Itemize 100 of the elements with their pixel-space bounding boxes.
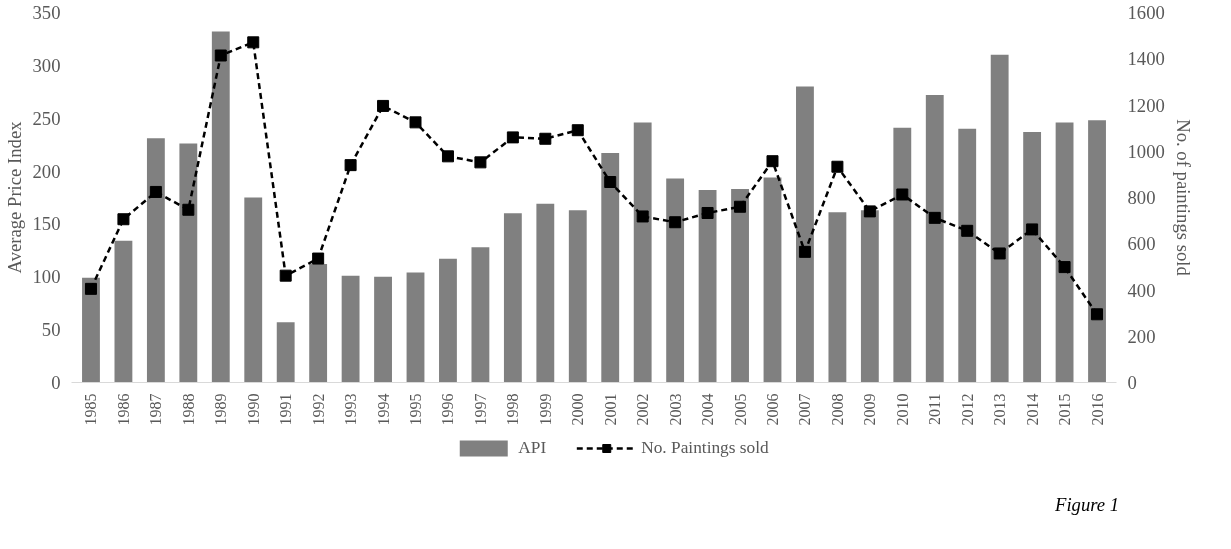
bar [990, 54, 1009, 383]
point [636, 210, 649, 223]
bar [503, 213, 522, 383]
y2-tick-label: 400 [1127, 279, 1156, 301]
point [539, 132, 552, 145]
x-tick-label: 2007 [796, 393, 814, 426]
bar [471, 247, 490, 383]
y2-tick-label: 1400 [1127, 48, 1165, 70]
x-tick-label: 1995 [407, 393, 425, 426]
y2-tick-label: 1200 [1127, 94, 1165, 116]
x-tick-label: 2015 [1056, 393, 1074, 426]
y2-tick-label: 1000 [1127, 140, 1165, 162]
x-tick-label: 2002 [634, 393, 652, 426]
bar [1088, 120, 1106, 383]
point [409, 116, 422, 129]
bar [1055, 122, 1074, 383]
y-tick-label: 50 [41, 319, 61, 341]
bar [374, 276, 392, 383]
y-tick-label: 250 [32, 107, 61, 129]
x-tick-label: 2014 [1023, 393, 1041, 426]
x-tick-label: 1993 [342, 393, 360, 426]
point [84, 282, 97, 295]
point [961, 224, 974, 237]
bar [406, 272, 425, 383]
caption: Figure 1 [1054, 493, 1120, 515]
y-tick-label: 350 [32, 2, 61, 23]
point [896, 188, 909, 201]
x-tick-label: 1988 [179, 393, 197, 426]
point [798, 245, 811, 258]
x-tick-label: 1992 [309, 393, 327, 426]
point [1091, 308, 1104, 321]
x-tick-label: 2010 [893, 393, 911, 426]
bar [1023, 131, 1042, 383]
x-tick-label: 2006 [763, 393, 781, 426]
legend-label: API [518, 438, 547, 458]
x-tick-label: 1991 [277, 393, 295, 426]
x-tick-label: 2000 [569, 393, 587, 426]
point [441, 150, 454, 163]
bar [114, 240, 133, 383]
y-axis-title: Average Price Index [3, 120, 25, 274]
point [993, 247, 1006, 260]
x-tick-label: 1997 [471, 393, 489, 426]
y2-tick-label: 0 [1127, 372, 1137, 393]
point [928, 211, 941, 224]
point [604, 176, 617, 189]
point [1026, 223, 1039, 236]
point [1058, 261, 1071, 274]
point [117, 213, 130, 226]
bar [698, 190, 717, 383]
bar [796, 86, 814, 383]
x-tick-label: 2004 [699, 393, 717, 426]
point [247, 36, 260, 49]
x-tick-label: 2003 [666, 393, 684, 426]
bar [211, 31, 230, 383]
y2-tick-label: 200 [1127, 325, 1156, 347]
bar [536, 203, 555, 383]
bar [244, 197, 263, 383]
bar [179, 143, 198, 383]
legend-label: No. Paintings sold [641, 438, 769, 458]
bar [341, 275, 360, 383]
x-tick-label: 1990 [244, 393, 262, 426]
bar [439, 258, 457, 383]
x-tick-label: 2011 [926, 393, 944, 425]
bar [601, 153, 620, 383]
bar [309, 264, 328, 383]
y2-tick-label: 1600 [1127, 2, 1165, 23]
x-tick-label: 2009 [861, 393, 879, 426]
bar [860, 210, 879, 383]
y-tick-label: 150 [32, 213, 61, 235]
bar [731, 189, 749, 383]
point [149, 185, 162, 198]
y2-tick-label: 600 [1127, 233, 1156, 255]
point [506, 131, 519, 144]
bar [276, 322, 295, 383]
point [863, 205, 876, 218]
y2-axis-title: No. of paintings sold [1172, 119, 1194, 277]
bar [633, 122, 652, 383]
point [312, 252, 325, 265]
point [571, 124, 584, 137]
bar [828, 212, 847, 383]
x-tick-label: 1999 [536, 393, 554, 426]
x-tick-label: 1998 [504, 393, 522, 426]
point [182, 203, 195, 216]
x-tick-label: 2005 [731, 393, 749, 426]
y-tick-label: 0 [51, 372, 61, 393]
x-tick-label: 2016 [1088, 393, 1106, 426]
bar [146, 138, 165, 383]
y-tick-label: 100 [32, 266, 61, 288]
point [701, 206, 714, 219]
x-tick-label: 2008 [828, 393, 846, 426]
point [214, 49, 227, 62]
point [474, 156, 487, 169]
x-tick-label: 1987 [147, 393, 165, 426]
y2-tick-label: 800 [1127, 187, 1156, 208]
x-tick-label: 2012 [958, 393, 976, 426]
point [377, 99, 390, 112]
bar [763, 177, 782, 383]
point [279, 269, 292, 282]
y-tick-label: 300 [32, 54, 61, 76]
point [734, 200, 747, 213]
